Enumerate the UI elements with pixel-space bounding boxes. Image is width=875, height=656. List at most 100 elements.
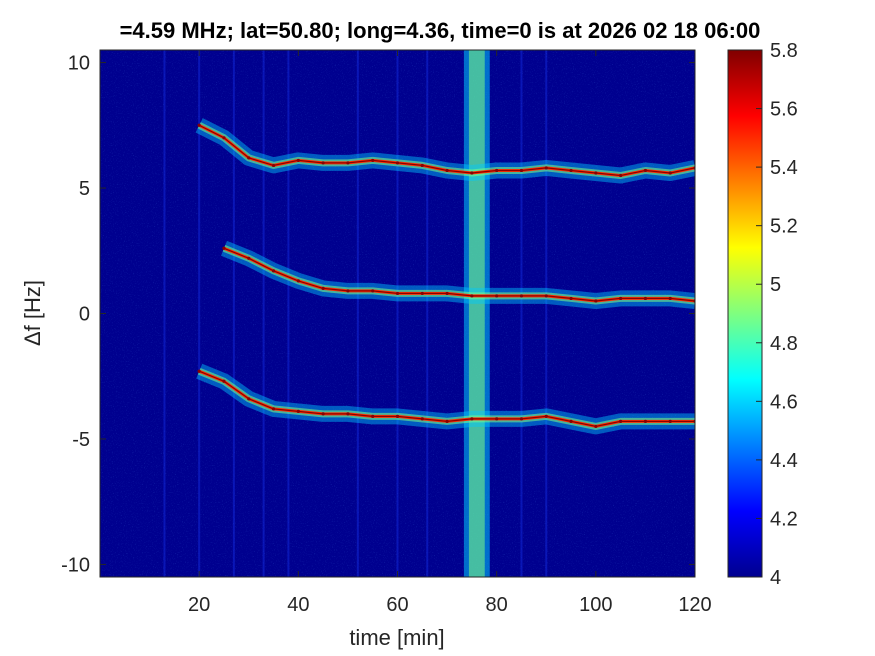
trace-point [395,291,400,296]
trace-point [321,286,325,291]
trace-point [619,296,623,301]
colorbar: 5.8 5.6 5.4 5.2 5 4.8 4.6 4.4 4.2 4 [727,40,798,589]
trace-point [321,161,325,165]
trace-point [519,294,524,298]
interference-streak [262,50,265,577]
trace-point [371,158,375,163]
x-tick-label: 80 [486,594,508,616]
interference-streak [287,50,290,577]
y-tick-label: 5 [79,178,90,200]
trace-point [668,296,672,301]
interference-streak [163,50,166,577]
trace-point [247,397,251,401]
interference-streak [426,50,429,577]
y-axis-label: Δf [Hz] [20,280,45,346]
trace-point [445,168,449,173]
trace-point [470,294,474,298]
interference-streak [396,50,399,577]
x-tick-label: 100 [579,594,612,616]
trace-point [594,171,598,175]
trace-point [495,168,499,173]
trace-point [420,291,424,296]
interference-streak [232,50,235,577]
broadband-band [468,50,485,577]
trace-point [594,424,598,429]
y-axis-ticks: 10 5 0 -5 -10 [61,53,695,576]
colorbar-tick-label: 5.4 [770,157,798,179]
colorbar-gradient [727,49,763,578]
interference-streak [198,50,201,577]
trace-point [247,256,251,260]
trace-point [519,168,524,173]
trace-point [247,156,251,160]
interference-streak [356,50,359,577]
trace-point [643,296,648,301]
spectral-traces [163,50,695,577]
trace-point [222,136,226,140]
trace-point [197,123,201,127]
x-axis-label: time [min] [349,625,444,650]
colorbar-tick-label: 5.8 [770,40,798,62]
colorbar-tick-label: 5.6 [770,99,798,121]
colorbar-tick-label: 4 [770,567,781,589]
trace-point [470,417,474,421]
interference-streak [545,50,548,577]
colorbar-tick-label: 4.6 [770,391,798,413]
trace-core [223,247,695,302]
trace-point [643,168,648,173]
trace-point [271,269,276,273]
colorbar-tick-label: 5.2 [770,216,798,238]
trace-point [544,414,548,418]
y-tick-label: -10 [61,554,90,576]
trace-point [569,296,573,301]
y-tick-label: 0 [79,304,90,326]
trace-point [346,289,350,293]
trace-point [395,414,400,418]
x-tick-label: 20 [188,594,210,616]
trace-point [594,299,598,303]
trace-point [519,417,524,421]
x-tick-label: 60 [386,594,408,616]
trace-point [271,407,276,411]
colorbar-ticks: 5.8 5.6 5.4 5.2 5 4.8 4.6 4.4 4.2 4 [756,40,798,589]
trace-point [371,414,375,418]
trace-point [420,417,424,421]
x-tick-label: 40 [287,594,309,616]
colorbar-tick-label: 5 [770,274,781,296]
trace-point [445,419,449,424]
colorbar-tick-label: 4.4 [770,450,798,472]
trace-point [222,379,226,383]
trace-point [643,419,648,424]
x-tick-label: 120 [678,594,711,616]
trace-point [222,246,226,250]
colorbar-tick-label: 4.8 [770,333,798,355]
x-axis-ticks: 20 40 60 80 100 120 [188,50,712,616]
interference-streak [520,50,523,577]
trace-point [420,163,424,168]
y-tick-label: 10 [68,53,90,75]
trace-point [371,289,375,293]
trace-point [569,168,573,173]
y-tick-label: -5 [72,429,90,451]
trace-point [296,158,300,163]
trace-point [569,419,573,424]
colorbar-tick-label: 4.2 [770,508,798,530]
trace-point [619,173,623,178]
plot-area [99,49,696,578]
trace-point [346,412,350,416]
trace-point [445,291,449,296]
noise-texture [100,50,695,577]
trace-point [296,279,300,283]
chart-title: =4.59 MHz; lat=50.80; long=4.36, time=0 … [120,18,761,43]
trace-point [495,417,499,421]
trace-point [544,294,548,298]
trace-point [346,161,350,165]
trace-point [668,171,672,175]
trace-point [619,419,623,424]
trace-point [197,369,201,373]
trace-point [495,294,499,298]
trace-point [321,412,325,416]
trace-point [544,166,548,170]
trace-point [395,161,400,165]
